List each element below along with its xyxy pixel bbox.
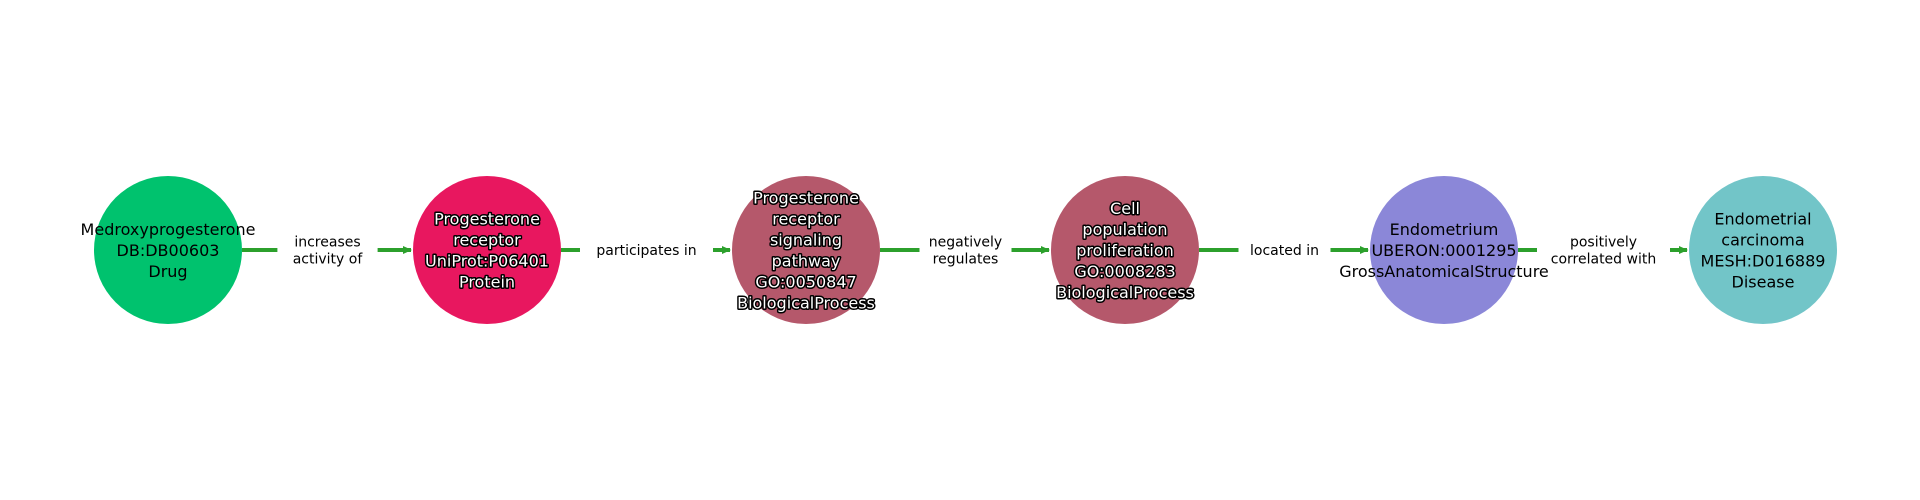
edge-label-line: regulates: [933, 252, 999, 268]
node-label-line: GO:0008283: [1074, 262, 1175, 281]
edge-label-text: located in: [1250, 243, 1319, 259]
edge-label: located in: [1238, 239, 1331, 261]
edge-label-background: [277, 231, 378, 269]
node-label: Progesterone receptor UniProt:P06401 Protei…: [425, 210, 549, 292]
node-n6: Endometrial carcinoma MESH:D016889 Disease: [1689, 176, 1837, 324]
edge-label: positively correlated with: [1537, 231, 1670, 269]
node-circle: [94, 176, 242, 324]
edge-label-background: [919, 231, 1012, 269]
node-label: Endometrium UBERON:0001295 GrossAnatomical…: [1339, 220, 1549, 281]
node-label-line: Disease: [1732, 273, 1795, 292]
edge-label-background: [1537, 231, 1670, 269]
edge-label: increases activity of: [277, 231, 378, 269]
edge-label-text: participates in: [596, 243, 696, 259]
node-label-line: GrossAnatomicalStructure: [1339, 262, 1549, 281]
node-label-line: UBERON:0001295: [1371, 241, 1516, 260]
node-n3: Progesterone receptor signaling pathway GO:0…: [732, 176, 880, 324]
edge-label-line: negatively: [929, 235, 1002, 251]
edge-label-background: [1238, 239, 1331, 261]
node-label: Progesterone receptor signaling pathway GO:0…: [737, 189, 875, 313]
node-circle: [732, 176, 880, 324]
node-label-line: Endometrial: [1714, 210, 1811, 229]
node-label-line: signaling: [770, 231, 842, 250]
edge-label-text: increases activity of: [293, 235, 364, 268]
node-circle: [1051, 176, 1199, 324]
edge-label-line: participates in: [596, 243, 696, 259]
node-label-line: receptor: [772, 210, 840, 229]
edge-label-line: increases: [294, 235, 360, 251]
edge-label: participates in: [580, 239, 713, 261]
node-label: Cell population proliferation GO:0008283 Bio…: [1056, 199, 1194, 302]
node-circle: [413, 176, 561, 324]
node-label-line: Medroxyprogesterone: [81, 220, 256, 239]
edge-label: negatively regulates: [919, 231, 1012, 269]
node-label-line: GO:0050847: [755, 273, 856, 292]
node-label-line: Protein: [459, 273, 515, 292]
node-label: Medroxyprogesterone DB:DB00603 Drug: [81, 220, 256, 281]
node-label: Endometrial carcinoma MESH:D016889 Disease: [1701, 210, 1826, 292]
node-label-line: Progesterone: [753, 189, 859, 208]
node-n2: Progesterone receptor UniProt:P06401 Protei…: [413, 176, 561, 324]
node-label-line: UniProt:P06401: [425, 252, 549, 271]
edge-label-line: activity of: [293, 252, 364, 268]
node-label-line: BiologicalProcess: [737, 294, 875, 313]
nodes-layer: Medroxyprogesterone DB:DB00603 Drug Progest…: [81, 176, 1837, 324]
node-label-line: carcinoma: [1721, 231, 1804, 250]
node-n1: Medroxyprogesterone DB:DB00603 Drug: [81, 176, 256, 324]
node-label-line: proliferation: [1076, 241, 1174, 260]
edge-label-text: negatively regulates: [929, 235, 1002, 268]
edge-label-background: [580, 239, 713, 261]
node-label-line: pathway: [772, 252, 841, 271]
edge-label-line: located in: [1250, 243, 1319, 259]
edge-label-text: positively correlated with: [1551, 235, 1656, 268]
node-label-line: receptor: [453, 231, 521, 250]
node-label-line: Endometrium: [1390, 220, 1499, 239]
node-label-line: BiologicalProcess: [1056, 283, 1194, 302]
node-label-line: MESH:D016889: [1701, 252, 1826, 271]
edge-label-line: positively: [1570, 235, 1637, 251]
edge-labels-layer: increases activity of participates in negat…: [277, 231, 1670, 269]
edge-label-line: correlated with: [1551, 252, 1656, 268]
node-label-line: Progesterone: [434, 210, 540, 229]
node-n4: Cell population proliferation GO:0008283 Bio…: [1051, 176, 1199, 324]
node-label-line: Cell: [1110, 199, 1140, 218]
node-label-line: Drug: [148, 262, 187, 281]
node-label-line: population: [1082, 220, 1167, 239]
node-label-line: DB:DB00603: [117, 241, 220, 260]
node-circle: [1370, 176, 1518, 324]
node-circle: [1689, 176, 1837, 324]
node-n5: Endometrium UBERON:0001295 GrossAnatomical…: [1339, 176, 1549, 324]
